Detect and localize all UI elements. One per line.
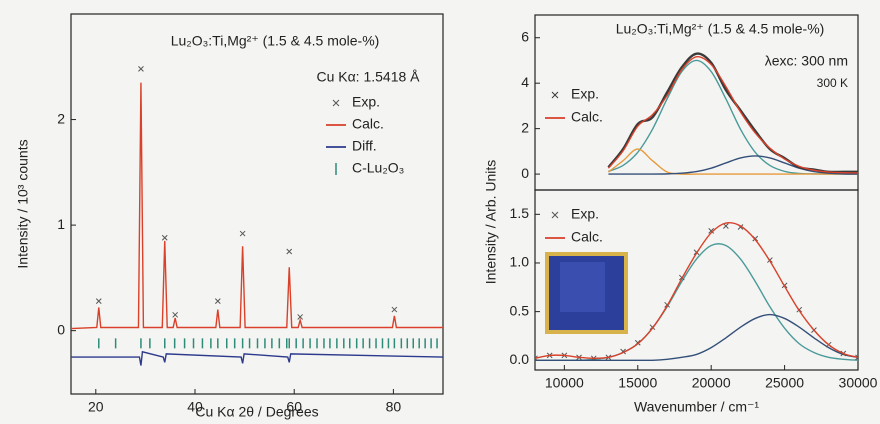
exp-point (708, 228, 715, 234)
x-tick-label: 25000 (765, 375, 804, 391)
exp-point (172, 311, 179, 318)
annotation: 300 K (817, 76, 848, 90)
plot-frame (70, 13, 444, 395)
x-tick-label: 40 (187, 399, 203, 415)
y-tick-label: 0 (521, 165, 529, 181)
annotation: λexc: 300 nm (765, 53, 848, 69)
y-tick-label: 6 (521, 28, 529, 44)
plot-frame (534, 189, 859, 371)
panel-title: Lu₂O₃:Ti,Mg²⁺ (1.5 & 4.5 mole-%) (171, 33, 380, 49)
exp-point (214, 298, 221, 304)
legend-label: Calc. (571, 229, 603, 245)
plot-area (71, 66, 443, 366)
x-axis-label: Wavenumber / cm⁻¹ (634, 399, 759, 415)
legend-symbol (551, 91, 559, 99)
y-axis-label: Intensity / Arb. Units (483, 160, 499, 285)
exp-point (239, 230, 246, 237)
x-tick-label: 10000 (545, 375, 584, 391)
exp-point (855, 354, 858, 361)
x-tick-label: 20000 (692, 375, 731, 391)
x-axis-label: Cu Kα 2θ / Degrees (195, 404, 318, 420)
y-tick-label: 2 (521, 119, 529, 135)
y-tick-label: 4 (521, 74, 529, 90)
y-axis-label: Intensity / 10³ counts (15, 139, 31, 268)
series-line (71, 350, 443, 366)
x-tick-label: 80 (386, 399, 402, 415)
exp-point (161, 234, 168, 241)
series-line (535, 221, 858, 360)
y-tick-label: 1.5 (510, 205, 530, 221)
x-tick-label: 20 (88, 399, 104, 415)
x-tick-label: 30000 (839, 375, 878, 391)
exp-point (535, 355, 538, 362)
legend-symbol (551, 211, 559, 219)
annotation: Cu Kα: 1.5418 Å (316, 69, 420, 85)
series-line (535, 313, 858, 362)
legend-label: Exp. (571, 206, 599, 222)
plot-area (535, 221, 858, 362)
exp-point (297, 314, 304, 320)
legend-label: Diff. (352, 138, 377, 154)
series-line (607, 148, 858, 175)
series-line (71, 82, 443, 330)
x-tick-label: 60 (286, 399, 302, 415)
y-tick-label: 0.0 (510, 351, 530, 367)
exp-point (391, 306, 398, 313)
series-line (607, 56, 858, 174)
exp-point (723, 223, 729, 229)
legend-label: Exp. (571, 86, 599, 102)
y-tick-label: 0.5 (510, 302, 530, 318)
plot-area (607, 52, 858, 175)
exp-point (138, 66, 144, 72)
exp-point (286, 248, 293, 255)
legend-label: Calc. (352, 116, 384, 132)
series-line (608, 155, 858, 175)
y-tick-label: 2 (57, 110, 65, 126)
panel-title: Lu₂O₃:Ti,Mg²⁺ (1.5 & 4.5 mole-%) (616, 21, 825, 37)
legend-label: Calc. (571, 109, 603, 125)
y-tick-label: 1 (57, 216, 65, 232)
legend-symbol (332, 99, 340, 107)
x-tick-label: 15000 (618, 375, 657, 391)
legend-label: Exp. (352, 94, 380, 110)
inset-photo-glow (560, 262, 605, 312)
exp-point (95, 298, 102, 304)
legend-label: C-Lu₂O₃ (352, 160, 404, 176)
y-tick-label: 1.0 (510, 254, 530, 270)
y-tick-label: 0 (57, 321, 65, 337)
plot-frame (534, 14, 859, 191)
